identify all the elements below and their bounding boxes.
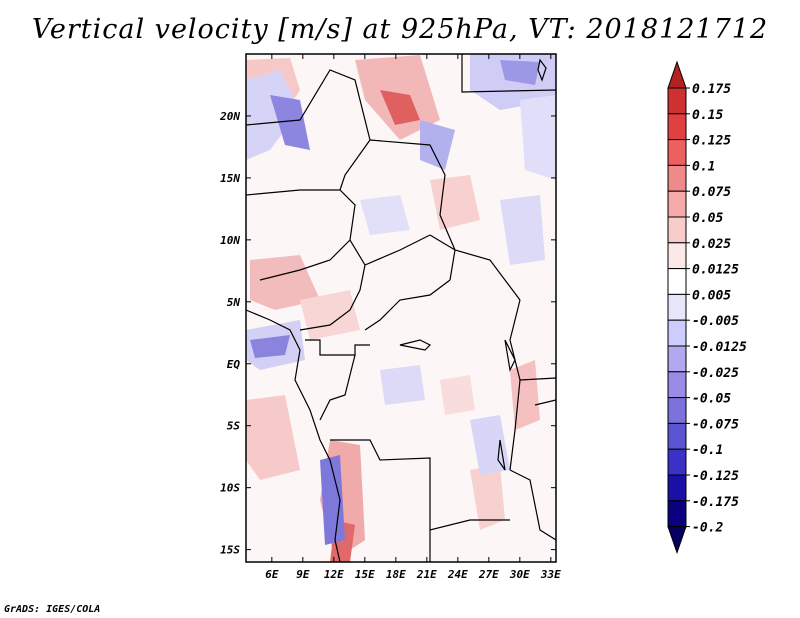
colorbar-label: 0.15 (692, 108, 723, 123)
lat-tick-label: 5N (227, 296, 241, 309)
lon-tick-label: 18E (386, 568, 406, 581)
colorbar-lower-arrow (667, 526, 687, 555)
lon-tick-label: 24E (447, 568, 468, 581)
colorbar-label: 0.0125 (692, 263, 739, 278)
colorbar-label: 0.175 (692, 82, 731, 97)
lon-tick-label: 33E (540, 568, 561, 581)
lon-tick-label: 12E (324, 568, 344, 581)
colorbar-label: 0.1 (692, 159, 715, 174)
colorbar-label: -0.175 (692, 495, 739, 510)
plot-frame (245, 53, 557, 563)
lon-tick-label: 30E (509, 568, 530, 581)
colorbar-label: -0.005 (692, 314, 739, 329)
lat-tick-label: 15S (220, 544, 240, 557)
colorbar-segment (667, 448, 687, 476)
colorbar-segment (667, 164, 687, 192)
lat-tick-label: 15N (220, 172, 240, 185)
velocity-field (246, 54, 556, 562)
colorbar-segment (667, 474, 687, 502)
lon-tick-label: 6E (265, 568, 279, 581)
colorbar-segment (667, 190, 687, 218)
latitude-axis: 20N 15N 10N 5N EQ 5S 10S 15S (219, 110, 556, 557)
lat-tick-label: 5S (227, 420, 241, 433)
colorbar-segment (667, 139, 687, 166)
colorbar-segment (667, 397, 687, 424)
colorbar-label: -0.075 (692, 417, 739, 432)
colorbar-label: 0.025 (692, 237, 731, 252)
colorbar-label: -0.05 (692, 392, 731, 407)
colorbar-label: -0.125 (692, 469, 739, 484)
colorbar-upper-arrow (667, 60, 687, 89)
lat-tick-label: 10N (220, 234, 240, 247)
grads-credit: GrADS: IGES/COLA (4, 604, 101, 615)
lon-tick-label: 15E (355, 568, 375, 581)
colorbar-label: -0.0125 (692, 340, 747, 355)
colorbar-segment (667, 371, 687, 399)
colorbar-segment (667, 345, 687, 373)
colorbar-label: -0.025 (692, 366, 739, 381)
chart-title: Vertical velocity [m/s] at 925hPa, VT: 2… (31, 14, 769, 45)
lon-tick-label: 27E (478, 568, 499, 581)
colorbar-segment (667, 113, 687, 141)
colorbar-segment (667, 268, 687, 295)
colorbar: 0.175 0.15 0.125 0.1 0.075 0.05 0.025 0.0125 0.0… (667, 60, 747, 555)
lat-tick-label: 10S (220, 482, 240, 495)
longitude-axis: 6E 9E 12E 15E 18E 21E 24E 27E 30E 33E (265, 54, 561, 581)
colorbar-label: 0.125 (692, 134, 731, 149)
colorbar-label: -0.2 (692, 521, 723, 536)
colorbar-label: 0.075 (692, 185, 731, 200)
lon-tick-label: 21E (416, 568, 437, 581)
colorbar-segment (667, 87, 687, 115)
colorbar-label: 0.05 (692, 211, 723, 226)
lat-tick-label: EQ (227, 358, 241, 371)
country-borders (246, 54, 556, 562)
colorbar-segment (667, 319, 687, 347)
colorbar-label: 0.005 (692, 288, 731, 303)
colorbar-segment (667, 242, 687, 270)
colorbar-segment (667, 293, 687, 321)
lat-tick-label: 20N (219, 110, 240, 123)
colorbar-segment (667, 500, 687, 528)
colorbar-segment (667, 422, 687, 450)
lon-tick-label: 9E (296, 568, 310, 581)
colorbar-label: -0.1 (692, 443, 723, 458)
colorbar-segment (667, 216, 687, 244)
